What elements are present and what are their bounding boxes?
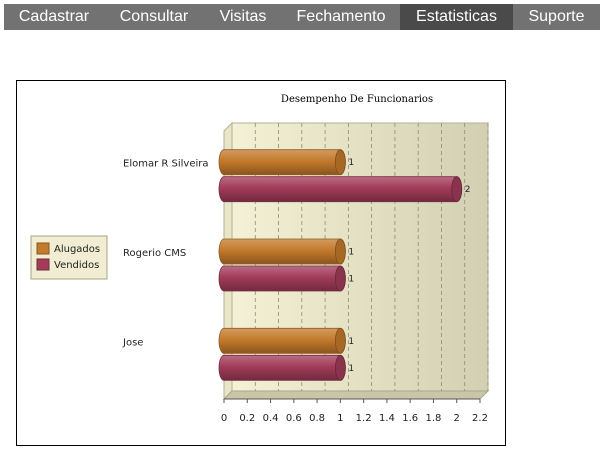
x-tick-label: 1.8 [426,413,442,424]
chart-title: Desempenho De Funcionarios [281,94,433,105]
bar-alugados [218,238,346,265]
data-label: 1 [348,364,354,374]
category-label: Jose [122,337,143,348]
x-tick-label: 2.2 [472,413,488,424]
plot-floor [222,390,490,400]
x-tick-label: 2 [454,413,460,424]
legend-label: Vendidos [54,260,99,271]
legend-box [30,235,108,280]
bar-vendidos-cap [334,265,346,292]
top-nav: Cadastrar Consultar Visitas Fechamento Estat… [4,4,600,30]
x-tick-label: 0.2 [239,413,255,424]
legend-swatch-alugados [36,242,50,255]
x-tick-label: 0.6 [286,413,302,424]
legend-label: Alugados [54,244,100,255]
data-label: 1 [348,248,354,258]
tab-suporte[interactable]: Suporte [528,8,585,25]
bar-alugados [218,149,346,176]
x-tick-label: 0.8 [309,413,325,424]
x-tick-label: 1.4 [379,413,395,424]
bar-alugados-cap [334,149,346,176]
data-label: 2 [465,185,471,195]
data-label: 1 [348,275,354,285]
x-tick-label: 0.4 [263,413,279,424]
x-tick-label: 0 [221,413,227,424]
tab-visitas[interactable]: Visitas [219,8,267,25]
bar-alugados-cap [334,327,346,354]
chart-panel: Desempenho De Funcionarios 0 0.2 0.4 0.6 0.8… [16,80,506,446]
x-tick-label: 1.2 [356,413,372,424]
bar-vendidos-cap [451,176,463,203]
category-label: Rogerio CMS [123,248,186,259]
tab-estatisticas[interactable]: Estatisticas [400,4,513,30]
legend-swatch-vendidos [36,258,50,271]
bar-vendidos [218,265,346,292]
bar-vendidos [218,176,463,203]
x-tick-label: 1 [337,413,343,424]
data-label: 1 [348,337,354,347]
bar-vendidos [218,354,346,381]
x-tick-label: 1.6 [402,413,418,424]
bar-alugados [218,327,346,354]
performance-chart: Desempenho De Funcionarios 0 0.2 0.4 0.6 0.8… [30,94,490,424]
bar-vendidos-cap [334,354,346,381]
category-label: Elomar R Silveira [123,159,209,170]
tab-consultar[interactable]: Consultar [119,8,189,25]
data-label: 1 [348,158,354,168]
bar-alugados-cap [334,238,346,265]
tab-fechamento[interactable]: Fechamento [296,8,386,25]
tab-cadastrar[interactable]: Cadastrar [18,8,90,25]
